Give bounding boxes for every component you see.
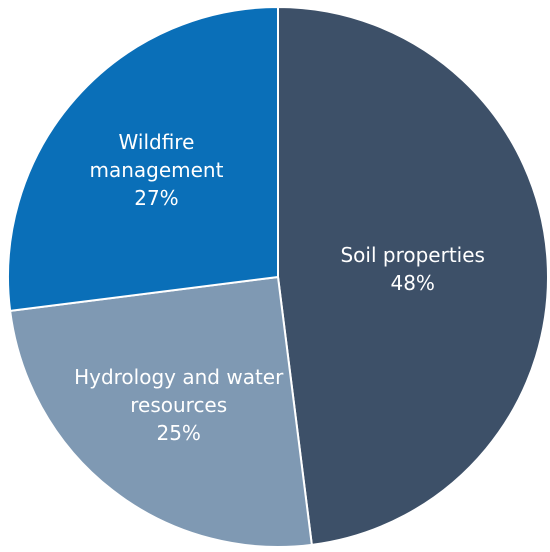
value-label: 25% (156, 421, 201, 445)
category-label: Hydrology and water resources (74, 365, 284, 417)
pie-slice (277, 5, 549, 546)
category-label: Soil properties (340, 242, 485, 267)
pie-slice (7, 5, 279, 312)
pie-slice (9, 275, 313, 548)
slice-label: Soil properties 48% (303, 241, 523, 297)
slice-label: Wildfire management 27% (81, 128, 231, 212)
value-label: 27% (134, 185, 179, 210)
slice-label: Hydrology and water resources 25% (54, 363, 304, 447)
category-label: Wildfire management (89, 129, 224, 182)
value-label: 48% (390, 270, 435, 295)
